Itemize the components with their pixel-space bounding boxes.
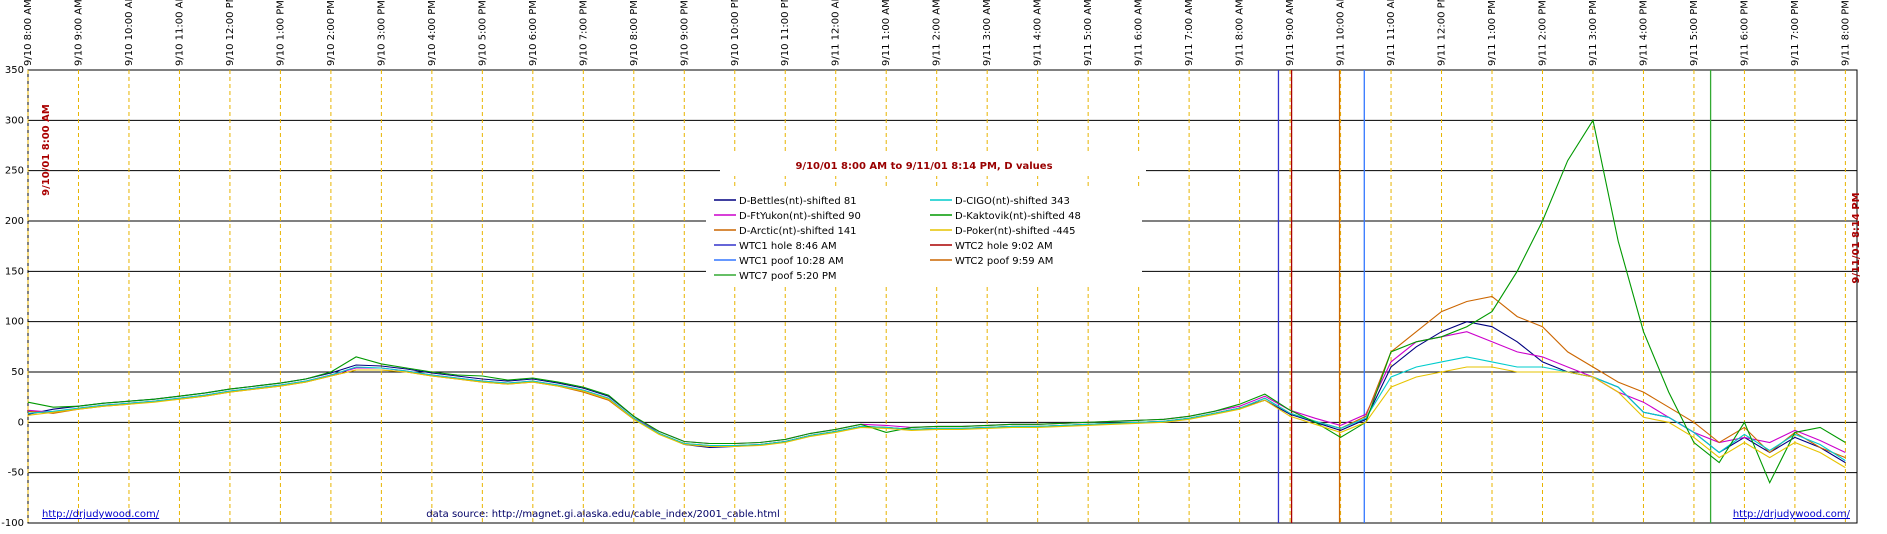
y-tick-label: 0	[18, 417, 24, 428]
x-tick-label: 9/11 12:00 PM	[1437, 0, 1448, 66]
legend-box	[706, 186, 1142, 284]
overlay: 9/10/01 8:00 AM to 9/11/01 8:14 PM, D va…	[41, 104, 1862, 520]
x-tick-label: 9/11 5:00 AM	[1083, 0, 1094, 66]
legend-label: WTC2 poof 9:59 AM	[955, 256, 1053, 267]
x-tick-label: 9/11 2:00 PM	[1537, 0, 1548, 66]
lines	[27, 118, 1846, 485]
series-line	[27, 118, 1846, 485]
legend-label: D-Bettles(nt)-shifted 81	[739, 196, 857, 207]
y-tick-label: 350	[5, 65, 24, 76]
series-line	[27, 295, 1846, 459]
x-tick-label: 9/11 11:00 AM	[1386, 0, 1397, 66]
x-tick-label: 9/10 9:00 PM	[679, 0, 690, 66]
x-tick-label: 9/10 3:00 PM	[376, 0, 387, 66]
x-tick-label: 9/11 4:00 PM	[1638, 0, 1649, 66]
series-line	[27, 356, 1846, 462]
x-tick-label: 9/11 3:00 PM	[1588, 0, 1599, 66]
x-tick-label: 9/11 7:00 PM	[1790, 0, 1801, 66]
x-tick-label: 9/11 9:00 AM	[1285, 0, 1296, 66]
footer-source: data source: http://magnet.gi.alaska.edu…	[426, 509, 780, 520]
x-tick-label: 9/11 2:00 AM	[932, 0, 943, 66]
x-tick-label: 9/11 12:00 AM	[831, 0, 842, 66]
legend-label: D-CIGO(nt)-shifted 343	[955, 196, 1070, 207]
x-tick-label: 9/11 8:00 AM	[1235, 0, 1246, 66]
x-tick-label: 9/10 8:00 PM	[629, 0, 640, 66]
events	[1277, 70, 1712, 523]
x-tick-label: 9/10 4:00 PM	[427, 0, 438, 66]
legend-label: D-Poker(nt)-shifted -445	[955, 226, 1075, 237]
legend-label: D-Kaktovik(nt)-shifted 48	[955, 211, 1081, 222]
series-line	[27, 366, 1846, 469]
end-label: 9/11/01 8:14 PM	[1851, 192, 1862, 283]
footer-link: http://drjudywood.com/	[42, 509, 160, 520]
x-tick-label: 9/11 4:00 AM	[1033, 0, 1044, 66]
x-tick-label: 9/10 12:00 PM	[225, 0, 236, 66]
x-tick-label: 9/10 2:00 PM	[326, 0, 337, 66]
title-box	[720, 152, 1146, 176]
x-tick-label: 9/10 8:00 AM	[23, 0, 34, 66]
y-tick-label: 150	[5, 266, 24, 277]
x-tick-label: 9/11 1:00 AM	[881, 0, 892, 66]
y-tick-label: 250	[5, 166, 24, 177]
x-tick-label: 9/11 3:00 AM	[982, 0, 993, 66]
x-tick-label: 9/11 10:00 AM	[1336, 0, 1347, 66]
x-tick-label: 9/10 9:00 AM	[73, 0, 84, 66]
legend-label: D-FtYukon(nt)-shifted 90	[739, 211, 861, 222]
x-tick-label: 9/11 6:00 PM	[1739, 0, 1750, 66]
y-tick-label: -50	[8, 468, 24, 479]
legend-label: WTC2 hole 9:02 AM	[955, 241, 1053, 252]
start-label: 9/10/01 8:00 AM	[41, 104, 52, 196]
footer-link: http://drjudywood.com/	[1733, 509, 1851, 520]
y-tick-label: 300	[5, 115, 24, 126]
x-tick-label: 9/10 7:00 PM	[578, 0, 589, 66]
x-tick-label: 9/11 6:00 AM	[1134, 0, 1145, 66]
x-tick-label: 9/11 1:00 PM	[1487, 0, 1498, 66]
y-tick-label: 200	[5, 216, 24, 227]
chart-title: 9/10/01 8:00 AM to 9/11/01 8:14 PM, D va…	[795, 161, 1052, 172]
x-tick-label: 9/10 1:00 PM	[275, 0, 286, 66]
y-tick-label: 50	[11, 367, 24, 378]
x-tick-label: 9/10 6:00 PM	[528, 0, 539, 66]
x-tick-label: 9/11 5:00 PM	[1689, 0, 1700, 66]
legend-label: WTC1 hole 8:46 AM	[739, 241, 837, 252]
plot-frame	[27, 69, 1858, 524]
x-tick-label: 9/10 11:00 PM	[780, 0, 791, 66]
x-tick-label: 9/10 5:00 PM	[477, 0, 488, 66]
x-tick-label: 9/11 8:00 PM	[1840, 0, 1851, 66]
legend-label: D-Arctic(nt)-shifted 141	[739, 226, 857, 237]
y-tick-label: -100	[1, 518, 24, 529]
x-tick-label: 9/11 7:00 AM	[1184, 0, 1195, 66]
legend-label: WTC1 poof 10:28 AM	[739, 256, 844, 267]
y-tick-label: 100	[5, 317, 24, 328]
x-tick-label: 9/10 11:00 AM	[174, 0, 185, 66]
x-tick-label: 9/10 10:00 PM	[730, 0, 741, 66]
x-tick-label: 9/10 10:00 AM	[124, 0, 135, 66]
legend-label: WTC7 poof 5:20 PM	[739, 271, 837, 282]
